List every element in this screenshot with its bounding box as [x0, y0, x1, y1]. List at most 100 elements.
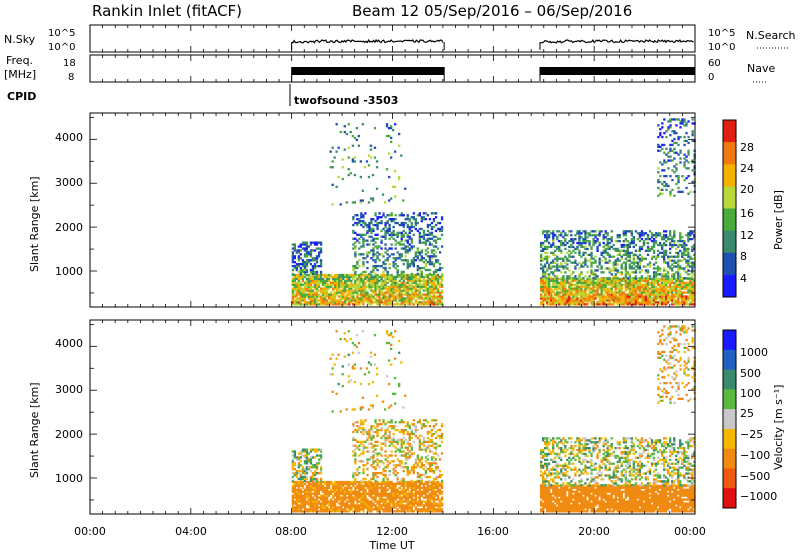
scatter-cell [326, 480, 329, 484]
scatter-cell [602, 238, 605, 241]
scatter-cell [624, 230, 627, 233]
scatter-cell [546, 281, 549, 284]
scatter-cell [665, 293, 668, 296]
scatter-cell [675, 182, 678, 186]
scatter-cell [650, 289, 654, 292]
scatter-cell [297, 506, 300, 509]
scatter-cell [364, 291, 367, 294]
scatter-cell [315, 297, 319, 300]
scatter-cell [434, 295, 438, 298]
scatter-cell [328, 301, 331, 304]
scatter-cell [422, 506, 426, 509]
scatter-cell [402, 263, 405, 266]
scatter-cell [330, 297, 333, 300]
scatter-cell [572, 301, 575, 304]
scatter-cell [386, 488, 389, 491]
scatter-cell [299, 249, 302, 252]
scatter-cell [317, 506, 321, 509]
scatter-cell [598, 230, 601, 233]
scatter-cell [404, 301, 407, 304]
scatter-cell [338, 498, 341, 501]
scatter-cell [677, 118, 680, 121]
scatter-cell [430, 279, 434, 282]
scatter-cell [610, 299, 613, 302]
scatter-cell [438, 500, 442, 503]
scatter-cell [338, 510, 341, 513]
scatter-cell [372, 498, 375, 501]
scatter-cell [440, 266, 444, 270]
scatter-cell [566, 295, 569, 298]
scatter-cell [368, 510, 371, 513]
scatter-cell [346, 281, 349, 284]
scatter-cell [588, 279, 591, 282]
scatter-cell [370, 289, 373, 292]
scatter-cell [626, 287, 629, 290]
scatter-cell [604, 299, 607, 302]
scatter-cell [636, 297, 640, 300]
scatter-cell [317, 279, 321, 282]
scatter-cell [548, 265, 551, 268]
scatter-cell [347, 156, 350, 159]
scatter-cell [303, 299, 307, 302]
scatter-cell [347, 168, 350, 171]
scatter-cell [301, 480, 305, 484]
scatter-cell [357, 144, 360, 147]
scatter-cell [576, 241, 579, 245]
scatter-cell [384, 247, 387, 250]
scatter-cell [424, 283, 428, 286]
scatter-cell [614, 295, 617, 298]
scatter-cell [618, 249, 621, 252]
scatter-cell [428, 285, 432, 288]
scatter-cell [685, 247, 688, 251]
scatter-cell [675, 287, 678, 290]
scatter-cell [305, 247, 309, 250]
scatter-cell [342, 494, 345, 497]
scatter-cell [430, 251, 434, 254]
scatter-cell [636, 277, 640, 281]
scatter-cell [293, 301, 296, 304]
scatter-cell [426, 261, 430, 264]
scatter-cell [348, 484, 351, 488]
scatter-cell [344, 496, 347, 499]
scatter-cell [328, 293, 331, 296]
scatter-cell [544, 240, 547, 243]
scatter-cell [372, 247, 375, 250]
scatter-cell [428, 259, 432, 262]
scatter-cell [307, 295, 311, 298]
scatter-cell [319, 496, 323, 499]
scatter-cell [420, 293, 423, 296]
scatter-cell [580, 297, 583, 300]
scatter-cell [657, 143, 660, 147]
scatter-cell [600, 251, 603, 254]
scatter-cell [582, 281, 585, 284]
scatter-cell [406, 266, 409, 270]
scatter-cell [671, 285, 674, 288]
scatter-cell [665, 188, 668, 191]
scatter-cell [416, 504, 419, 507]
scatter-cell [344, 482, 347, 486]
scatter-cell [315, 277, 319, 281]
scatter-cell [640, 238, 644, 241]
scatter-cell [364, 275, 367, 279]
scatter-cell [566, 293, 569, 296]
scatter-cell [326, 293, 329, 296]
scatter-cell [301, 293, 305, 296]
scatter-cell [604, 303, 607, 306]
scatter-cell [340, 486, 343, 489]
scatter-cell [687, 120, 690, 123]
scatter-cell [432, 239, 436, 242]
scatter-cell [540, 297, 543, 300]
scatter-cell [612, 279, 615, 282]
scatter-cell [362, 273, 365, 277]
scatter-cell [430, 289, 434, 292]
scatter-cell [394, 195, 397, 198]
scatter-cell [380, 504, 383, 507]
scatter-cell [398, 291, 401, 294]
scatter-cell [691, 132, 694, 135]
scatter-cell [422, 293, 426, 296]
scatter-cell [594, 303, 597, 306]
scatter-cell [608, 245, 611, 249]
scatter-cell [303, 255, 307, 258]
scatter-cell [332, 496, 335, 499]
scatter-cell [644, 285, 648, 288]
